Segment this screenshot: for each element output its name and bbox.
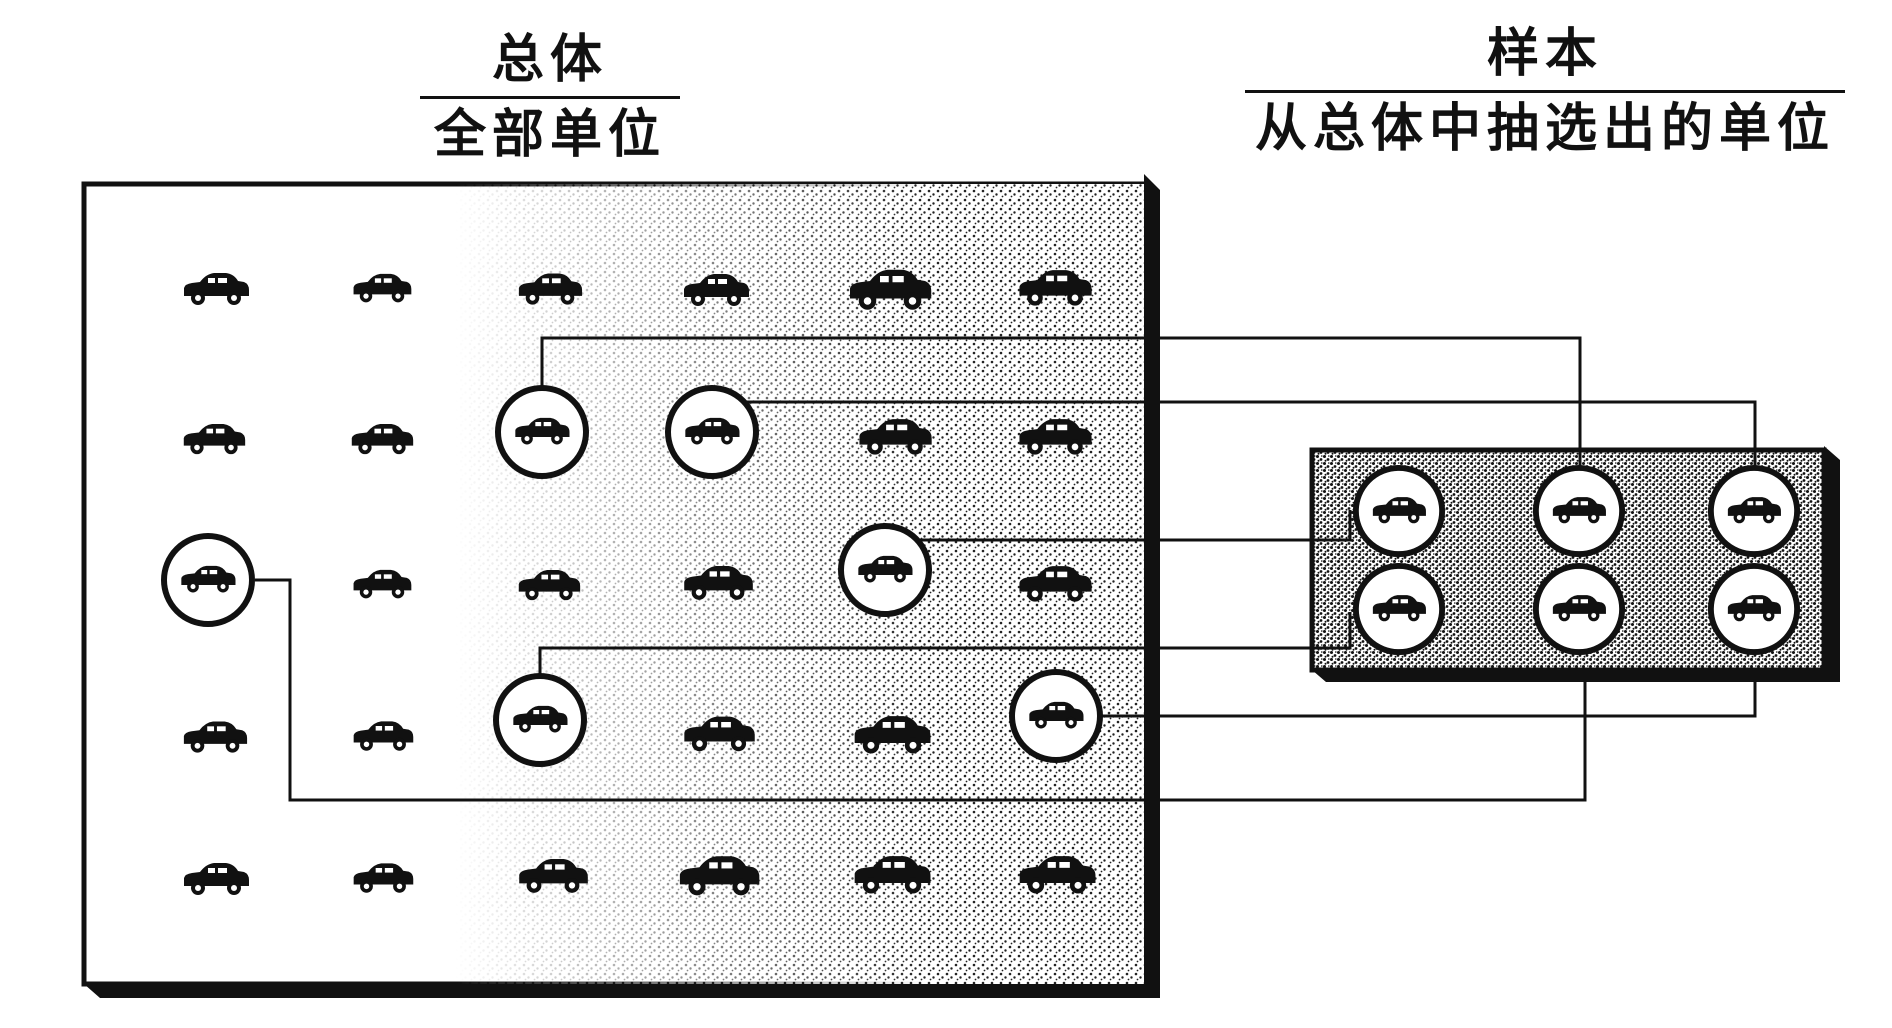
circled-car-icon	[1012, 672, 1100, 760]
circled-car-icon	[1711, 468, 1797, 554]
circled-car-icon	[498, 388, 586, 476]
circled-car-icon	[1356, 468, 1442, 554]
circled-car-icon	[1356, 566, 1442, 652]
circled-car-icon	[164, 536, 252, 624]
circled-car-icon	[668, 388, 756, 476]
circled-car-icon	[1536, 566, 1622, 652]
connector-6	[1056, 680, 1755, 716]
circled-car-icon	[841, 526, 929, 614]
circled-car-icon	[1536, 468, 1622, 554]
circled-car-icon	[1711, 566, 1797, 652]
circled-car-icon	[496, 676, 584, 764]
